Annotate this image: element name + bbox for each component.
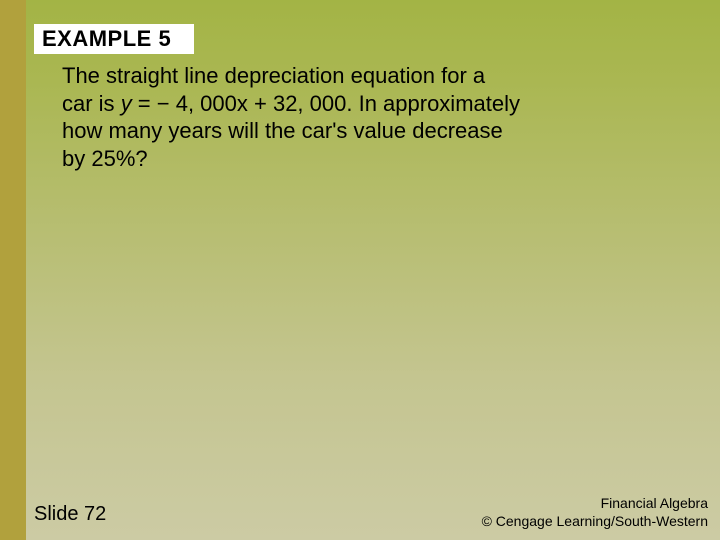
body-var-y: y [121,91,132,116]
footer-copyright: © Cengage Learning/South-Western [482,513,708,531]
body-line-2b: = − 4, 000x + 32, 000. In approximately [132,91,520,116]
left-stripe [0,0,26,540]
body-line-4: by 25%? [62,146,148,171]
body-line-2a: car is [62,91,121,116]
example-bar: EXAMPLE 5 [34,24,194,54]
problem-text: The straight line depreciation equation … [62,62,602,172]
example-label: EXAMPLE 5 [42,26,171,52]
body-line-1: The straight line depreciation equation … [62,63,485,88]
footer-title: Financial Algebra [482,495,708,513]
body-line-3: how many years will the car's value decr… [62,118,503,143]
footer-attribution: Financial Algebra © Cengage Learning/Sou… [482,495,708,530]
slide-number: Slide 72 [34,503,106,526]
slide: EXAMPLE 5 The straight line depreciation… [0,0,720,540]
